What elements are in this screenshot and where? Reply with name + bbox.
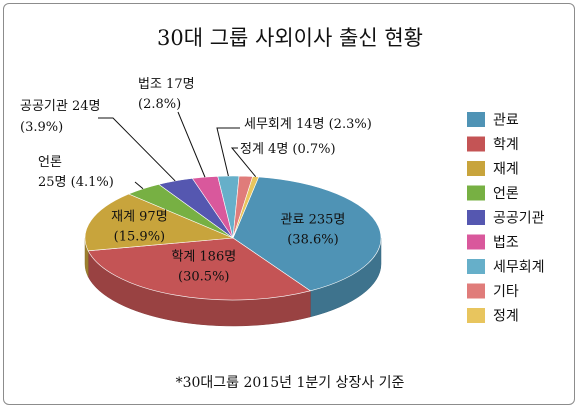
- leader-언론: [134, 181, 144, 190]
- chart-title: 30대 그룹 사외이사 출신 현황: [157, 26, 423, 50]
- leader-법조: [177, 111, 206, 178]
- legend-swatch-정계: [467, 308, 485, 323]
- legend-label-학계: 학계: [493, 137, 519, 153]
- data-label-관료: 관료 235명: [281, 213, 346, 228]
- data-label-세무회계: 세무회계 14명 (2.3%): [244, 117, 372, 132]
- legend-label-재계: 재계: [493, 162, 519, 178]
- legend-swatch-기타: [467, 283, 485, 299]
- slice-재계: [84, 193, 234, 252]
- data-label-pct-관료: (38.6%): [287, 233, 338, 248]
- leader-정계: [230, 147, 257, 178]
- leader-공공기관: [98, 117, 176, 182]
- data-label-법조: 법조 17명: [138, 77, 195, 92]
- legend-label-관료: 관료: [493, 113, 519, 129]
- legend-label-세무회계: 세무회계: [493, 260, 545, 276]
- legend-label-정계: 정계: [493, 309, 519, 325]
- legend-swatch-관료: [467, 112, 485, 127]
- data-label-공공기관: 공공기관 24명: [20, 99, 100, 114]
- data-label-pct-학계: (30.5%): [178, 269, 229, 284]
- legend-swatch-학계: [467, 136, 485, 152]
- legend-swatch-세무회계: [467, 259, 485, 274]
- data-label-pct-재계: (15.9%): [114, 229, 165, 244]
- slice-관료: [232, 176, 382, 292]
- data-label-pct-공공기관: (3.9%): [20, 120, 63, 135]
- data-label-재계: 재계 97명: [111, 209, 168, 224]
- data-label-정계: 정계 4명 (0.7%): [240, 142, 336, 157]
- leader-세무회계: [216, 127, 240, 177]
- data-label-pct-언론: 25명 (4.1%): [38, 175, 114, 190]
- legend-swatch-재계: [467, 161, 485, 176]
- data-label-언론: 언론: [38, 155, 62, 170]
- data-label-pct-법조: (2.8%): [138, 97, 181, 112]
- chart-footnote: *30대그룹 2015년 1분기 상장사 기준: [175, 375, 405, 391]
- legend-label-기타: 기타: [493, 284, 519, 300]
- legend-label-법조: 법조: [493, 235, 519, 251]
- slice-정계: [232, 176, 260, 239]
- data-label-학계: 학계 186명: [171, 249, 236, 264]
- legend-label-공공기관: 공공기관: [493, 211, 545, 227]
- legend-swatch-법조: [467, 234, 485, 250]
- legend-swatch-언론: [467, 185, 485, 201]
- leader-lines: [98, 111, 257, 190]
- legend-swatch-공공기관: [467, 210, 485, 225]
- data-labels: 관료 235명 (38.6%) 학계 186명 (30.5%) 재계 97명 (15.9%…: [20, 77, 372, 284]
- legend-label-언론: 언론: [493, 186, 519, 202]
- pie-slices: [84, 175, 382, 301]
- slice-학계: [87, 237, 312, 301]
